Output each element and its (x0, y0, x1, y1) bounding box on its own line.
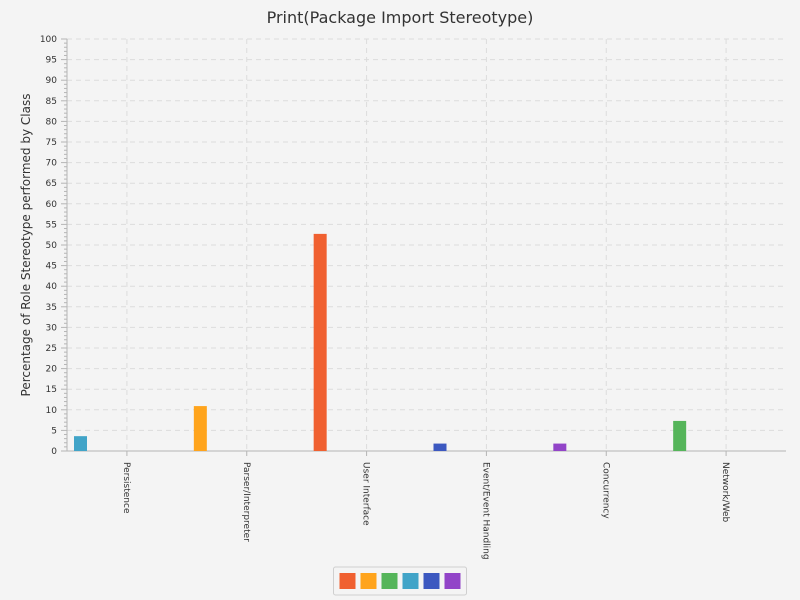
bar (74, 436, 87, 451)
y-tick-label: 80 (46, 117, 58, 127)
y-tick-label: 55 (46, 220, 57, 230)
y-tick-label: 100 (40, 35, 57, 45)
x-tick-label: Network/Web (720, 462, 730, 523)
x-tick-label: Concurrency (600, 462, 610, 519)
y-tick-label: 15 (46, 385, 57, 395)
y-tick-label: 0 (51, 447, 57, 457)
y-tick-label: 40 (46, 282, 58, 292)
legend-swatch (381, 573, 398, 589)
bar (313, 233, 327, 451)
y-tick-label: 90 (46, 76, 58, 86)
bar (553, 443, 567, 451)
y-tick-label: 75 (46, 138, 57, 148)
y-tick-label: 30 (46, 323, 58, 333)
chart-title: Print(Package Import Stereotype) (267, 8, 534, 27)
legend-swatch (360, 573, 377, 589)
y-tick-label: 10 (46, 406, 58, 416)
y-axis-label: Percentage of Role Stereotype performed … (19, 94, 33, 397)
y-tick-label: 20 (46, 365, 58, 375)
x-tick-label: Persistence (121, 462, 131, 514)
y-tick-label: 45 (46, 262, 57, 272)
y-tick-label: 35 (46, 303, 57, 313)
x-tick-label: Parser/Interpreter (241, 462, 251, 542)
legend-swatch (402, 573, 419, 589)
y-tick-label: 65 (46, 179, 57, 189)
grid (67, 38, 786, 451)
x-tick-label: Event/Event Handling (480, 462, 490, 560)
y-tick-label: 70 (46, 159, 58, 169)
bars (74, 233, 687, 451)
legend-swatch (339, 573, 356, 589)
legend-swatch (423, 573, 440, 589)
y-tick-label: 60 (46, 200, 58, 210)
bar (433, 443, 447, 451)
y-tick-label: 50 (46, 241, 58, 251)
legend (333, 566, 467, 596)
y-tick-label: 25 (46, 344, 57, 354)
bar (673, 420, 687, 451)
y-tick-label: 85 (46, 97, 57, 107)
x-tick-label: User Interface (361, 462, 371, 526)
y-tick-label: 5 (51, 426, 57, 436)
axes: 0 5 10 15 20 25 30 35 40 45 50 55 60 65 70 75 80 85 90 95 10… (40, 35, 786, 560)
legend-swatch (444, 573, 461, 589)
bar (193, 406, 207, 451)
y-tick-label: 95 (46, 56, 57, 66)
